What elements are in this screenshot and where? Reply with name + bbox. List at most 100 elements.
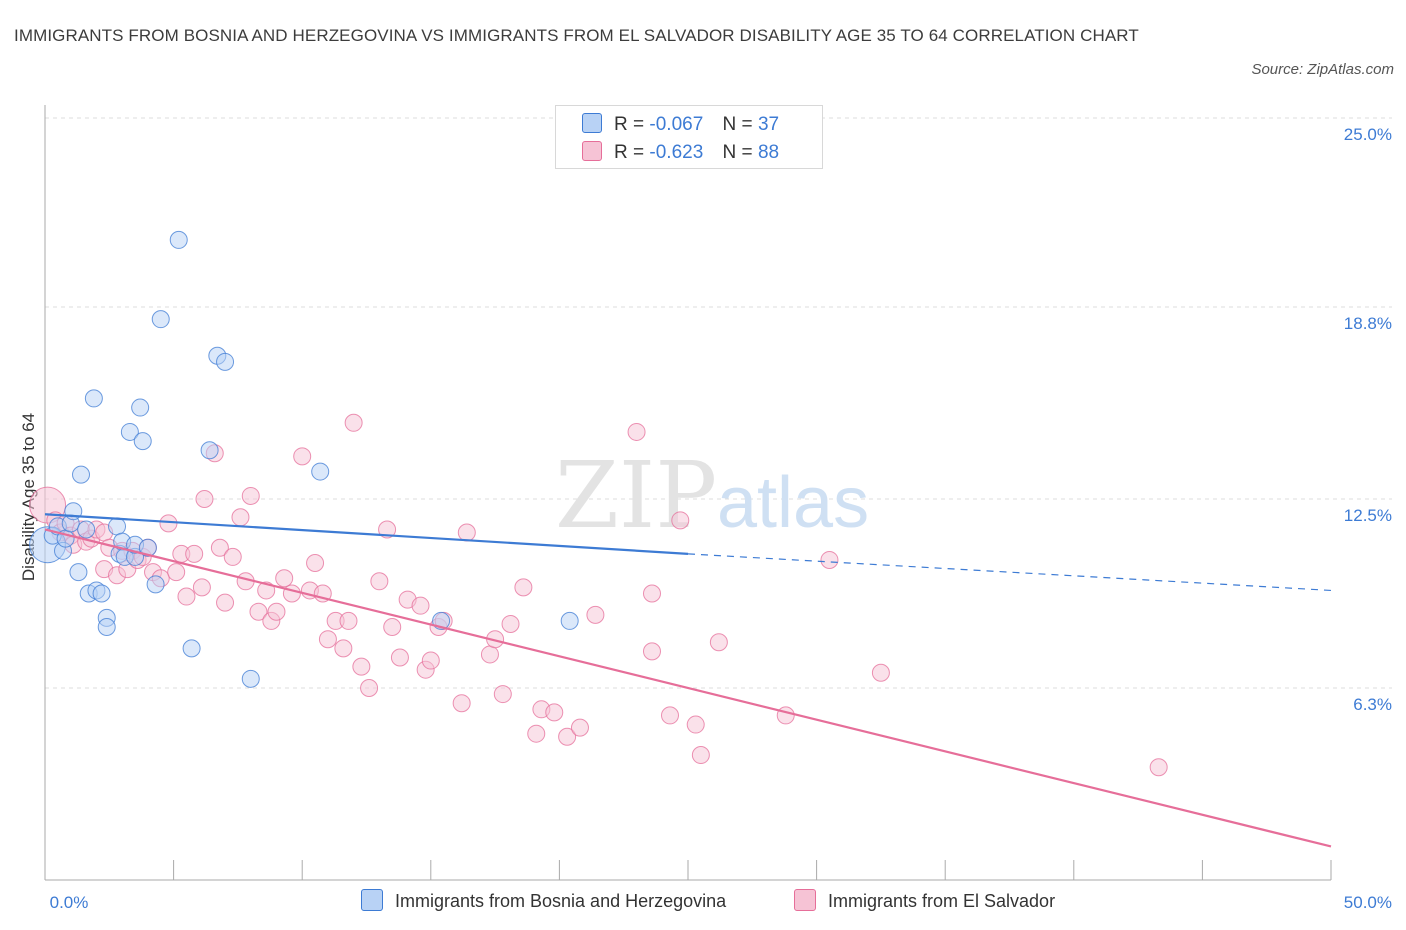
legend-r-label: R =	[614, 142, 645, 163]
data-point-el-salvador	[480, 645, 499, 664]
data-point-bosnia	[92, 584, 111, 603]
data-point-el-salvador	[457, 523, 476, 542]
bottom-legend-label: Immigrants from Bosnia and Herzegovina	[395, 891, 727, 911]
data-point-el-salvador	[686, 715, 705, 734]
legend-swatch-blue	[582, 113, 602, 133]
data-point-el-salvador	[709, 633, 728, 652]
data-point-el-salvador	[691, 746, 710, 765]
data-point-el-salvador	[452, 694, 471, 713]
x-tick-label: 50.0%	[1344, 893, 1392, 912]
trend-line-bosnia-dashed	[687, 553, 1332, 592]
data-point-el-salvador	[195, 490, 214, 508]
data-point-el-salvador	[514, 578, 533, 597]
data-point-el-salvador	[210, 538, 229, 557]
data-point-el-salvador	[570, 718, 589, 737]
data-point-el-salvador	[344, 413, 363, 432]
data-point-el-salvador	[558, 727, 577, 746]
data-point-bosnia	[216, 352, 235, 371]
trend-line-bosnia	[44, 513, 689, 555]
data-point-bosnia	[84, 389, 103, 408]
data-point-bosnia	[108, 517, 127, 536]
x-tick-labels: 0.0% 50.0%	[50, 893, 1392, 912]
trend-lines	[44, 513, 1332, 848]
watermark-atlas: atlas	[717, 463, 869, 543]
data-point-el-salvador	[360, 678, 379, 697]
y-tick-label: 12.5%	[1344, 506, 1392, 525]
data-point-el-salvador	[493, 685, 512, 704]
data-point-el-salvador	[352, 657, 371, 676]
chart-title: IMMIGRANTS FROM BOSNIA AND HERZEGOVINA V…	[14, 26, 1139, 45]
correlation-legend: R = -0.067 N = 37 R = -0.623 N = 88	[555, 105, 823, 169]
data-point-el-salvador	[282, 584, 301, 603]
data-point-bosnia	[200, 441, 219, 460]
legend-r-label: R =	[614, 114, 645, 135]
data-point-el-salvador	[241, 486, 260, 505]
data-point-el-salvador	[820, 550, 839, 569]
y-tick-label: 18.8%	[1344, 314, 1392, 333]
data-point-el-salvador	[257, 581, 276, 600]
data-point-bosnia	[69, 563, 88, 582]
data-point-el-salvador	[293, 447, 312, 466]
data-point-el-salvador	[231, 508, 250, 527]
data-point-el-salvador	[642, 642, 661, 661]
data-point-el-salvador	[660, 706, 679, 725]
data-point-el-salvador	[383, 618, 402, 637]
data-point-el-salvador	[159, 514, 178, 533]
source-label: Source: ZipAtlas.com	[1251, 61, 1394, 78]
data-point-bosnia	[72, 465, 91, 484]
data-point-el-salvador	[192, 578, 211, 597]
legend-n-value: 37	[757, 114, 780, 135]
data-point-el-salvador	[306, 554, 325, 573]
grid-lines	[45, 117, 1392, 689]
data-point-bosnia	[182, 639, 201, 658]
data-point-el-salvador	[642, 584, 661, 603]
data-point-el-salvador	[249, 602, 268, 621]
data-point-el-salvador	[339, 611, 358, 630]
data-point-el-salvador	[185, 544, 204, 563]
data-point-el-salvador	[586, 605, 605, 624]
legend-swatch-pink	[582, 141, 602, 161]
series-el-salvador	[29, 413, 1168, 777]
bottom-legend-swatch-pink	[794, 889, 816, 911]
watermark-zip: ZIP	[555, 442, 717, 549]
legend-r-value: -0.623	[649, 142, 704, 163]
data-point-el-salvador	[318, 630, 337, 649]
bottom-legend-el-salvador: Immigrants from El Salvador	[794, 889, 1055, 912]
data-point-el-salvador	[527, 724, 546, 743]
series-bosnia	[29, 230, 579, 688]
bottom-legend-bosnia: Immigrants from Bosnia and Herzegovina	[361, 889, 726, 912]
data-point-bosnia	[560, 611, 579, 630]
data-point-el-salvador	[627, 422, 646, 441]
data-point-el-salvador	[1149, 758, 1168, 777]
data-point-el-salvador	[275, 569, 294, 588]
data-point-el-salvador	[167, 563, 186, 582]
data-point-bosnia	[138, 538, 157, 557]
y-tick-label: 25.0%	[1344, 125, 1392, 144]
bottom-legend-swatch-blue	[361, 889, 383, 911]
data-point-el-salvador	[334, 639, 353, 658]
data-point-bosnia	[169, 230, 188, 249]
data-point-bosnia	[146, 575, 165, 594]
data-point-el-salvador	[177, 587, 196, 606]
data-point-el-salvador	[378, 520, 397, 539]
data-point-bosnia	[97, 618, 116, 637]
data-point-el-salvador	[776, 706, 795, 725]
x-tick-label: 0.0%	[50, 893, 89, 912]
data-point-bosnia	[133, 432, 152, 451]
data-point-bosnia	[77, 520, 96, 539]
legend-n-value: 88	[757, 142, 780, 163]
data-point-el-salvador	[421, 651, 440, 670]
data-point-el-salvador	[267, 602, 286, 621]
legend-row-el-salvador: R = -0.623 N = 88	[582, 141, 779, 165]
data-point-el-salvador	[223, 547, 242, 566]
data-point-el-salvador	[671, 511, 690, 530]
legend-row-bosnia: R = -0.067 N = 37	[582, 113, 779, 137]
trend-line-el-salvador	[44, 528, 1332, 848]
legend-n-label: N =	[722, 142, 753, 163]
data-point-bosnia	[151, 310, 170, 329]
data-point-bosnia	[241, 669, 260, 688]
y-tick-label: 6.3%	[1353, 695, 1392, 714]
watermark: ZIP atlas	[555, 442, 869, 549]
data-point-bosnia	[311, 462, 330, 481]
